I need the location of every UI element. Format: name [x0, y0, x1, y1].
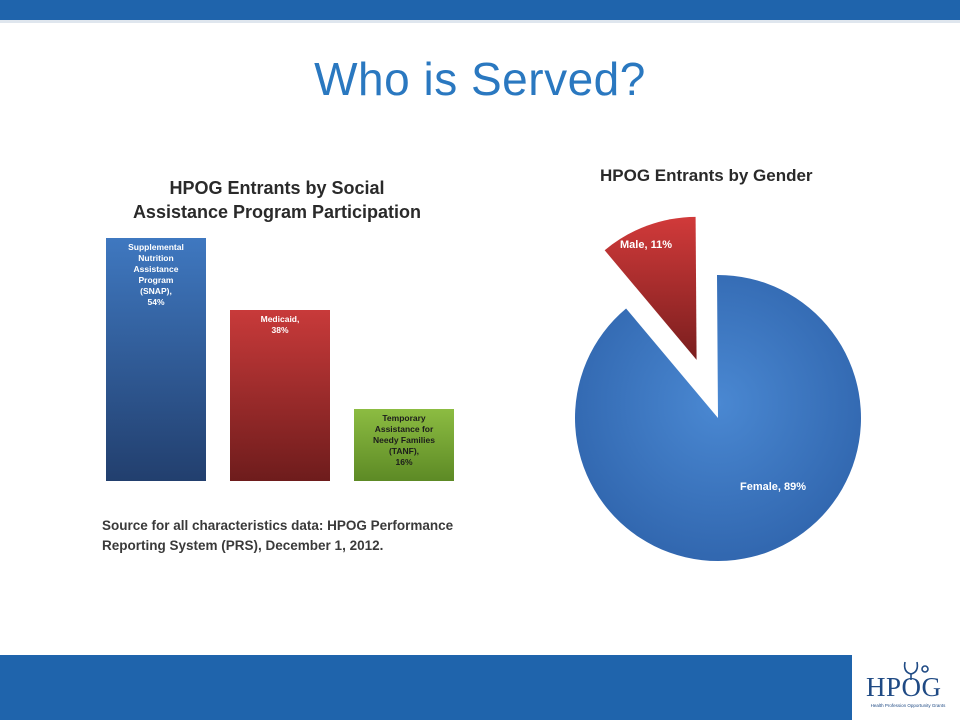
- hpog-logo-subtitle: Health Profession Opportunity Grants: [870, 703, 946, 708]
- bottom-banner: [0, 655, 960, 720]
- bar-chart-panel: HPOG Entrants by Social Assistance Progr…: [92, 168, 492, 568]
- pie-chart: Male, 11% Female, 89%: [575, 216, 861, 561]
- bar-label-medicaid: Medicaid, 38%: [260, 314, 300, 335]
- hpog-logo: HPOG: [866, 672, 942, 702]
- bar-chart-title-line1: HPOG Entrants by Social: [169, 178, 385, 198]
- bar-snap: [106, 238, 206, 481]
- pie-chart-title: HPOG Entrants by Gender: [600, 166, 813, 185]
- bar-tanf: [354, 409, 454, 481]
- pie-label-female: Female, 89%: [740, 481, 806, 493]
- source-note: Source for all characteristics data: HPO…: [102, 518, 454, 553]
- bar-label-tanf: Temporary Assistance for Needy Families (TA…: [373, 413, 435, 467]
- top-banner: [0, 0, 960, 20]
- bar-medicaid: [230, 310, 330, 481]
- slide-title: Who is Served?: [314, 53, 646, 105]
- pie-slice-male: [604, 216, 697, 360]
- stethoscope-icon: [903, 661, 929, 680]
- bar-chart-plot: Supplemental Nutrition Assistance Program (S…: [92, 168, 492, 481]
- bar-label-snap: Supplemental Nutrition Assistance Program (S…: [128, 242, 184, 307]
- bar-chart-title: HPOG Entrants by Social Assistance Progr…: [92, 176, 462, 224]
- logo-container: [852, 655, 960, 720]
- bar-chart-title-line2: Assistance Program Participation: [132, 202, 422, 222]
- pie-slice-female: [575, 275, 861, 561]
- top-banner-divider: [0, 20, 960, 23]
- pie-label-male: Male, 11%: [620, 239, 672, 251]
